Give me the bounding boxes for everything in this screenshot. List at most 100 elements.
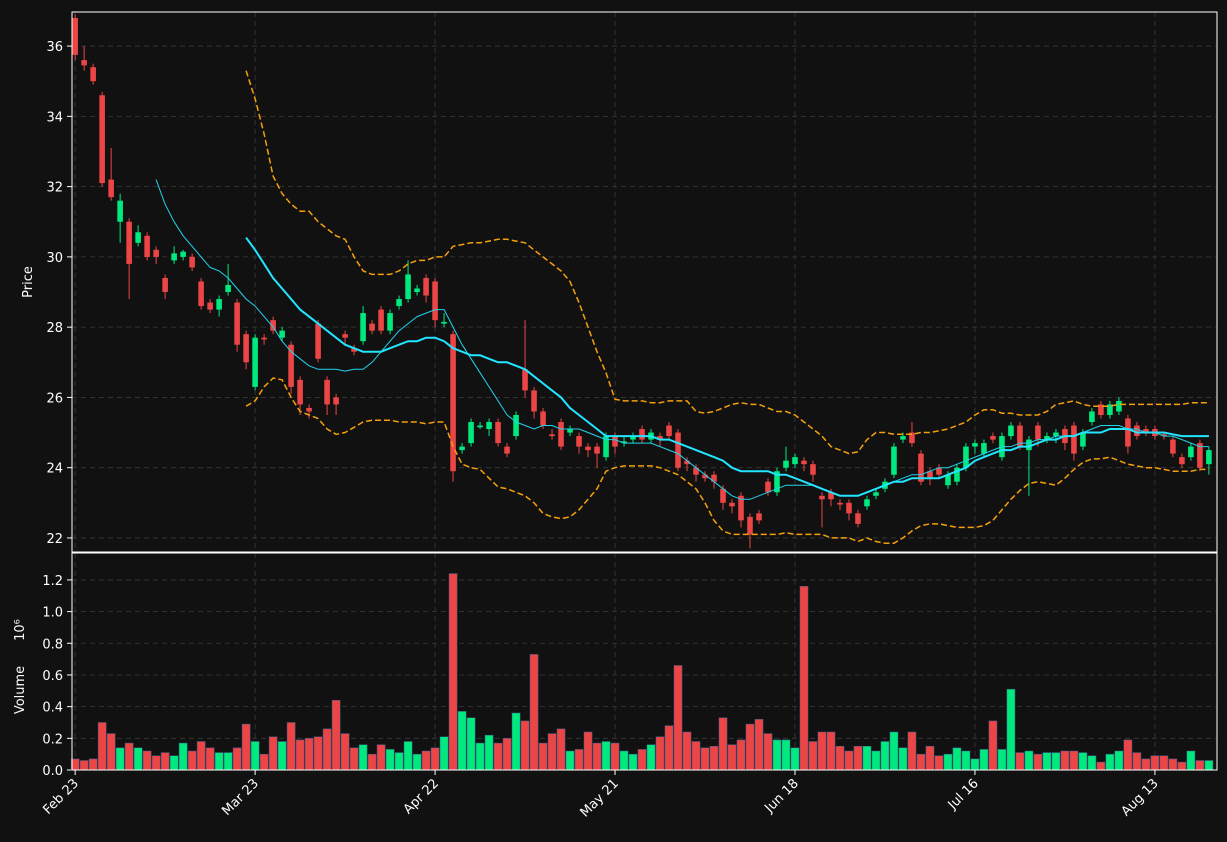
candle-body [405,274,411,300]
volume-bar [277,741,287,771]
candle-body [936,467,942,475]
candle-body [684,460,690,465]
volume-bar [610,742,620,771]
volume-bar [358,744,368,771]
volume-bar [421,750,431,771]
volume-bar [502,738,512,771]
volume-bar [1069,750,1079,771]
candle-body [783,460,789,468]
volume-bar [1078,752,1088,771]
volume-bar [79,760,89,771]
volume-bar [430,747,440,771]
volume-bar [781,739,791,771]
volume-bar [295,739,305,771]
candle-body [873,492,879,496]
volume-axis-label: Volume [13,666,28,714]
volume-bar [772,739,782,771]
volume-bar [943,753,953,771]
candle-body [1134,425,1140,437]
candle-body [333,397,339,405]
candle-body [279,330,285,338]
candle-body [1161,434,1167,437]
volume-bar [529,654,539,771]
volume-bar [745,723,755,771]
volume-bar [1015,752,1025,771]
volume-bar [376,744,386,771]
volume-bar [484,734,494,771]
volume-bar [223,752,233,771]
volume-bar [313,736,323,771]
volume-bar [160,752,170,771]
candle-body [1008,425,1014,437]
volume-bar [871,750,881,771]
volume-bar [1141,758,1151,771]
candle-body [117,200,123,222]
candle-body [198,281,204,307]
candle-body [918,453,924,482]
volume-bar [574,749,584,771]
volume-bar [457,711,467,771]
candle-body [990,436,996,440]
volume-bar [1114,750,1124,771]
candle-body [369,323,375,331]
volume-bar [916,753,926,771]
candle-body [666,425,672,437]
volume-bar [1042,752,1052,771]
volume-bar [1096,761,1106,771]
volume-bar [889,731,899,771]
candle-body [1017,425,1023,447]
candle-body [423,277,429,296]
volume-bar [709,745,719,771]
overlay-line [245,237,1209,497]
overlay-line [155,179,1209,500]
candle-body [1206,450,1212,465]
volume-bar [790,747,800,771]
volume-bar [394,752,404,771]
candle-body [891,446,897,475]
volume-bar [925,745,935,771]
candle-body [90,67,96,82]
y-tick-label: 24 [46,462,63,477]
volume-bar [214,752,224,771]
candle-body [495,422,501,444]
candle-body [477,425,483,428]
candle-body [864,499,870,507]
volume-bar [997,749,1007,771]
candle-body [549,434,555,437]
volume-bar [853,745,863,771]
candle-body [270,320,276,331]
volume-tick-label: 0.8 [42,637,63,652]
volume-bar [664,725,674,771]
candle-body [180,251,186,257]
candle-body [981,443,987,454]
volume-bar [178,742,188,771]
candle-body [558,422,564,447]
volume-bar [547,733,557,771]
volume-unit: 10⁶ [13,619,28,641]
volume-bar [970,758,980,771]
volume-bar [268,736,278,771]
candle-body [378,309,384,331]
candle-body [261,337,267,340]
volume-bar [583,731,593,771]
candle-body [1026,439,1032,451]
candle-body [927,471,933,479]
candle-body [828,492,834,500]
candle-body [81,60,87,66]
volume-bar [1195,760,1205,771]
candle-body [810,464,816,475]
candle-body [846,502,852,514]
candle-body [594,446,600,454]
volume-bar [250,741,260,771]
candle-body [459,446,465,451]
volume-bar [331,700,341,771]
volume-bar [241,723,251,771]
volume-bar [961,750,971,771]
volume-bar [439,736,449,771]
volume-bar [322,728,332,771]
volume-bar [1168,758,1178,771]
candle-body [1143,429,1149,433]
candle-body [855,513,861,524]
candle-body [1197,443,1203,468]
candle-body [738,495,744,521]
